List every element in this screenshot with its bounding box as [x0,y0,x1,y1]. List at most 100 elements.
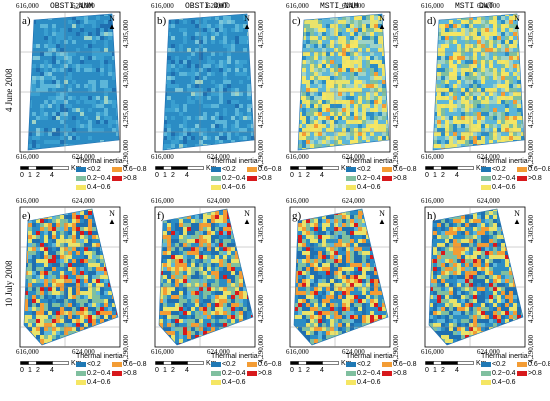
scale-tick: 0 [20,172,24,179]
north-label: N [244,209,250,218]
legend-item-label: 0.2~0.4 [492,175,516,182]
legend-swatch [112,361,122,367]
x-tick-label: 616,000 [16,348,39,356]
row-label: 4 June 2008 [4,68,14,113]
legend-item: <0.2 [76,361,101,368]
y-tick-label: 4,300,000 [527,255,535,283]
scene-outline [158,208,254,346]
x-tick-label: 616,000 [421,348,444,356]
legend-item: 0.4~0.6 [346,184,381,191]
x-tick-label: 624,000 [342,2,365,10]
y-tick-label: 4,295,000 [257,295,265,323]
legend-item-label: 0.2~0.4 [87,175,111,182]
legend-item: >0.8 [517,370,542,377]
legend-item-label: 0.2~0.4 [492,370,516,377]
legend-item: <0.2 [346,361,371,368]
scale-tick: 0 [155,367,159,374]
legend-item: <0.2 [481,361,506,368]
scale-tick: 0 [425,367,429,374]
x-tick-label: 624,000 [342,153,365,161]
legend-swatch [247,370,257,376]
panel-label: c) [292,15,301,27]
map-raster [163,14,254,150]
legend-item: 0.6~0.8 [382,166,417,173]
scale-tick: 2 [171,172,175,179]
legend-item: 0.4~0.6 [481,379,516,386]
scale-bar [20,166,69,170]
legend-item-label: 0.4~0.6 [222,379,246,386]
y-tick-label: 4,300,000 [257,60,265,88]
legend-swatch [481,370,491,376]
scale-tick: 4 [185,367,189,374]
legend-item-label: 0.4~0.6 [87,184,111,191]
legend-swatch [211,166,221,172]
legend-swatch [481,175,491,181]
x-tick-label: 624,000 [72,153,95,161]
legend-item-label: 0.2~0.4 [87,370,111,377]
legend-item-label: 0.6~0.8 [393,361,417,368]
legend: Thermal inertia <0.2 0.6~0.8 0.2~0.4 >0.8 0.4… [76,158,156,198]
legend-item: >0.8 [382,175,407,182]
legend-item: >0.8 [517,175,542,182]
legend-item: <0.2 [211,361,236,368]
x-tick-label: 616,000 [151,348,174,356]
legend-swatch [76,370,86,376]
x-tick-label: 624,000 [207,197,230,205]
legend-item-label: 0.2~0.4 [357,175,381,182]
y-tick-label: 4,295,000 [257,100,265,128]
scene-outline [293,208,389,346]
scale-tick: 2 [171,367,175,374]
legend: Thermal inertia <0.2 0.6~0.8 0.2~0.4 >0.8 0.4… [346,158,426,198]
x-tick-label: 616,000 [286,2,309,10]
legend-title: Thermal inertia [346,158,393,165]
row-label: 10 July 2008 [4,260,14,307]
legend-swatch [382,361,392,367]
legend-item-label: <0.2 [357,166,371,173]
legend-item-label: >0.8 [258,370,272,377]
x-tick-label: 616,000 [286,348,309,356]
panel-label: g) [292,210,302,222]
scale-tick: 4 [320,172,324,179]
y-tick-label: 4,305,000 [527,20,535,48]
y-tick-label: 4,300,000 [392,255,400,283]
legend-swatch [382,370,392,376]
legend-item-label: 0.4~0.6 [357,379,381,386]
legend-swatch [211,184,221,190]
legend-item-label: 0.6~0.8 [393,166,417,173]
y-tick-label: 4,305,000 [392,20,400,48]
legend-item: 0.4~0.6 [481,184,516,191]
north-label: N [244,14,250,23]
legend-title: Thermal inertia [76,353,123,360]
scene-outline [27,13,120,151]
scale-tick: 4 [185,172,189,179]
x-tick-label: 616,000 [151,153,174,161]
x-tick-label: 616,000 [421,2,444,10]
legend-swatch [346,379,356,385]
legend-swatch [247,175,257,181]
scale-tick: 2 [36,367,40,374]
legend-item: <0.2 [211,166,236,173]
scale-tick: 1 [163,367,167,374]
scale-bar [155,361,204,365]
legend-swatch [346,175,356,181]
legend-item-label: >0.8 [258,175,272,182]
legend-item: 0.2~0.4 [76,175,111,182]
scale-bar [20,361,69,365]
legend-swatch [382,166,392,172]
x-tick-label: 624,000 [477,2,500,10]
scale-tick: 0 [20,367,24,374]
north-arrow-icon: N ▲ [108,15,116,31]
scale-tick: 4 [50,367,54,374]
y-tick-label: 4,305,000 [392,215,400,243]
legend-swatch [76,361,86,367]
column-title: MSTI DWT [455,2,494,11]
scale-bar [290,166,339,170]
scale-tick: 4 [455,172,459,179]
x-tick-label: 624,000 [207,348,230,356]
panel-label: h) [427,210,437,222]
panel-label: b) [157,15,167,27]
legend-item-label: <0.2 [87,361,101,368]
north-arrow-glyph: ▲ [243,217,251,226]
panel-label: a) [22,15,31,27]
scale-bar [425,361,474,365]
